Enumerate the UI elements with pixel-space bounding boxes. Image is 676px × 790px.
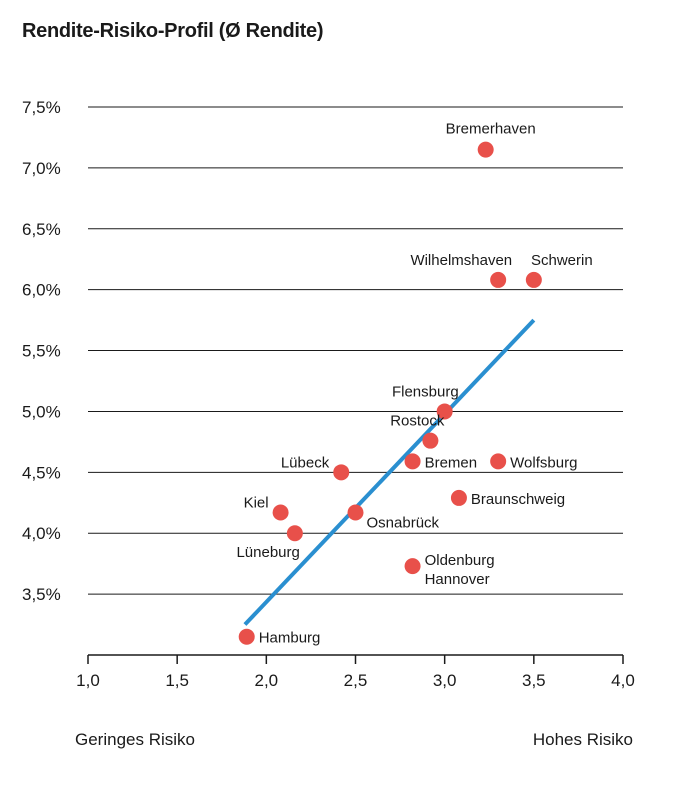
- x-tick-label: 3,0: [433, 671, 457, 690]
- y-tick-label: 4,0%: [22, 524, 61, 543]
- x-tick-label: 4,0: [611, 671, 635, 690]
- point-label: Lüneburg: [236, 544, 299, 561]
- x-label-high-risk: Hohes Risiko: [532, 730, 633, 749]
- y-axis: 3,5% 4,0% 4,5% 5,0% 5,5% 6,0% 6,5% 7,0% 7,5%: [22, 98, 61, 604]
- data-point: [436, 403, 453, 420]
- data-point: [272, 504, 289, 521]
- data-point: [238, 628, 255, 645]
- y-tick-label: 3,5%: [22, 585, 61, 604]
- y-tick-label: 6,0%: [22, 281, 61, 300]
- point-label: Osnabrück: [367, 515, 440, 532]
- x-tick-label: 3,5: [522, 671, 546, 690]
- data-point: [490, 271, 507, 288]
- point-label: Bremen: [425, 454, 478, 471]
- point-label: Lübeck: [281, 454, 330, 471]
- point-label: Hamburg: [259, 630, 321, 647]
- point-label: Schwerin: [531, 252, 593, 269]
- data-point: [333, 464, 350, 481]
- point-label: Oldenburg Hannover: [425, 552, 495, 588]
- data-points: [238, 141, 542, 645]
- data-point: [490, 453, 507, 470]
- data-point: [422, 432, 439, 449]
- trend-line-group: [243, 318, 536, 626]
- trend-line: [243, 318, 536, 626]
- grid-lines: [88, 106, 623, 595]
- y-tick-label: 7,5%: [22, 98, 61, 117]
- x-label-low-risk: Geringes Risiko: [75, 730, 195, 749]
- x-tick-label: 1,5: [165, 671, 189, 690]
- point-label: Kiel: [244, 495, 269, 512]
- point-label: Braunschweig: [471, 491, 565, 508]
- point-label: Flensburg: [392, 383, 459, 400]
- point-label: Wilhelmshaven: [410, 252, 512, 269]
- data-point: [525, 271, 542, 288]
- data-point: [347, 504, 364, 521]
- y-tick-label: 4,5%: [22, 463, 61, 482]
- data-point: [404, 558, 421, 575]
- point-labels: Bremerhaven Wilhelmshaven Schwerin Flensbur…: [236, 121, 592, 647]
- x-tick-label: 2,5: [344, 671, 368, 690]
- y-tick-label: 5,0%: [22, 402, 61, 421]
- data-point: [450, 489, 467, 506]
- x-axis: 1,0 1,5 2,0 2,5 3,0 3,5 4,0: [76, 654, 635, 690]
- chart-title: Rendite-Risiko-Profil (Ø Rendite): [22, 20, 324, 42]
- point-label: Wolfsburg: [510, 454, 577, 471]
- x-tick-label: 2,0: [255, 671, 279, 690]
- y-tick-label: 5,5%: [22, 342, 61, 361]
- point-label: Bremerhaven: [446, 121, 536, 138]
- data-point: [404, 453, 421, 470]
- y-tick-label: 7,0%: [22, 159, 61, 178]
- y-tick-label: 6,5%: [22, 220, 61, 239]
- data-point: [286, 525, 303, 542]
- x-tick-label: 1,0: [76, 671, 100, 690]
- data-point: [477, 141, 494, 158]
- point-label: Rostock: [390, 413, 445, 430]
